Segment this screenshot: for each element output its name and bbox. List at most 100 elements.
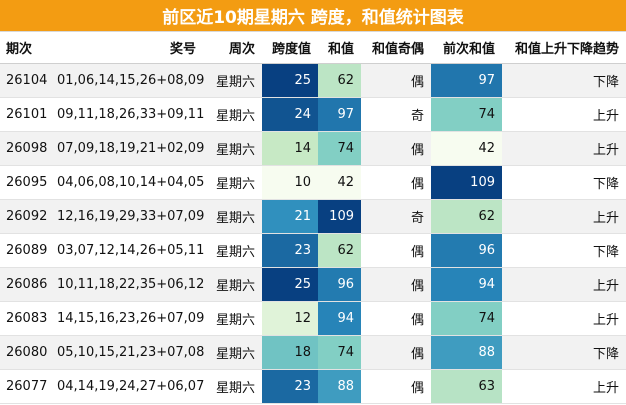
cell-prev-sum: 97 xyxy=(431,63,502,98)
cell-parity: 奇 xyxy=(361,199,431,234)
header-numbers: 奖号 xyxy=(57,31,203,64)
cell-prev-sum: 96 xyxy=(431,233,502,268)
cell-span: 10 xyxy=(262,165,318,200)
cell-sum: 62 xyxy=(318,233,361,268)
cell-sum: 74 xyxy=(318,335,361,370)
cell-weekday: 星期六 xyxy=(203,301,262,336)
cell-issue: 26101 xyxy=(0,97,57,132)
cell-weekday: 星期六 xyxy=(203,369,262,404)
cell-sum: 74 xyxy=(318,131,361,166)
cell-prev-sum: 42 xyxy=(431,131,502,166)
chart-title: 前区近10期星期六 跨度，和值统计图表 xyxy=(0,0,626,32)
cell-issue: 26095 xyxy=(0,165,57,200)
cell-numbers: 01,06,14,15,26+08,09 xyxy=(57,63,204,98)
cell-parity: 偶 xyxy=(361,267,431,302)
cell-numbers: 04,14,19,24,27+06,07 xyxy=(57,369,204,404)
cell-weekday: 星期六 xyxy=(203,335,262,370)
cell-sum: 62 xyxy=(318,63,361,98)
table-row: 26092 12,16,19,29,33+07,09 星期六 21 109 奇 62 上升 xyxy=(0,199,626,234)
cell-trend: 上升 xyxy=(502,97,626,132)
cell-span: 21 xyxy=(262,199,318,234)
header-issue: 期次 xyxy=(0,31,57,64)
cell-trend: 上升 xyxy=(502,267,626,302)
cell-span: 23 xyxy=(262,233,318,268)
cell-numbers: 04,06,08,10,14+04,05 xyxy=(57,165,204,200)
table-header-row: 期次 奖号 周次 跨度值 和值 和值奇偶 前次和值 和值上升下降趋势 xyxy=(0,31,626,64)
cell-numbers: 07,09,18,19,21+02,09 xyxy=(57,131,204,166)
cell-trend: 上升 xyxy=(502,369,626,404)
cell-span: 25 xyxy=(262,63,318,98)
cell-sum: 96 xyxy=(318,267,361,302)
cell-sum: 94 xyxy=(318,301,361,336)
cell-issue: 26086 xyxy=(0,267,57,302)
cell-sum: 109 xyxy=(318,199,361,234)
header-sum: 和值 xyxy=(318,31,361,64)
cell-parity: 偶 xyxy=(361,233,431,268)
cell-issue: 26089 xyxy=(0,233,57,268)
cell-prev-sum: 62 xyxy=(431,199,502,234)
table-row: 26077 04,14,19,24,27+06,07 星期六 23 88 偶 63 上升 xyxy=(0,369,626,404)
cell-issue: 26083 xyxy=(0,301,57,336)
cell-trend: 下降 xyxy=(502,165,626,200)
cell-numbers: 03,07,12,14,26+05,11 xyxy=(57,233,204,268)
cell-span: 14 xyxy=(262,131,318,166)
header-prev-sum: 前次和值 xyxy=(431,31,502,64)
cell-issue: 26098 xyxy=(0,131,57,166)
cell-weekday: 星期六 xyxy=(203,267,262,302)
cell-parity: 偶 xyxy=(361,369,431,404)
cell-trend: 上升 xyxy=(502,301,626,336)
cell-span: 24 xyxy=(262,97,318,132)
cell-numbers: 05,10,15,21,23+07,08 xyxy=(57,335,204,370)
cell-sum: 97 xyxy=(318,97,361,132)
cell-weekday: 星期六 xyxy=(203,63,262,98)
cell-prev-sum: 74 xyxy=(431,301,502,336)
cell-weekday: 星期六 xyxy=(203,165,262,200)
cell-weekday: 星期六 xyxy=(203,199,262,234)
header-weekday: 周次 xyxy=(203,31,262,64)
table-row: 26104 01,06,14,15,26+08,09 星期六 25 62 偶 97 下降 xyxy=(0,63,626,98)
cell-parity: 偶 xyxy=(361,165,431,200)
cell-parity: 偶 xyxy=(361,63,431,98)
cell-numbers: 12,16,19,29,33+07,09 xyxy=(57,199,204,234)
cell-numbers: 14,15,16,23,26+07,09 xyxy=(57,301,204,336)
header-parity: 和值奇偶 xyxy=(361,31,431,64)
cell-trend: 上升 xyxy=(502,199,626,234)
cell-prev-sum: 94 xyxy=(431,267,502,302)
cell-span: 12 xyxy=(262,301,318,336)
table-row: 26086 10,11,18,22,35+06,12 星期六 25 96 偶 94 上升 xyxy=(0,267,626,302)
table-row: 26095 04,06,08,10,14+04,05 星期六 10 42 偶 109 下降 xyxy=(0,165,626,200)
cell-numbers: 10,11,18,22,35+06,12 xyxy=(57,267,204,302)
header-span: 跨度值 xyxy=(262,31,318,64)
table-body: 26104 01,06,14,15,26+08,09 星期六 25 62 偶 97 下降 261… xyxy=(0,63,626,404)
header-trend: 和值上升下降趋势 xyxy=(502,31,626,64)
cell-parity: 偶 xyxy=(361,335,431,370)
cell-trend: 上升 xyxy=(502,131,626,166)
table-row: 26089 03,07,12,14,26+05,11 星期六 23 62 偶 96 下降 xyxy=(0,233,626,268)
table-row: 26101 09,11,18,26,33+09,11 星期六 24 97 奇 74 上升 xyxy=(0,97,626,132)
cell-prev-sum: 63 xyxy=(431,369,502,404)
cell-span: 25 xyxy=(262,267,318,302)
cell-parity: 奇 xyxy=(361,97,431,132)
table-row: 26098 07,09,18,19,21+02,09 星期六 14 74 偶 42 上升 xyxy=(0,131,626,166)
cell-trend: 下降 xyxy=(502,233,626,268)
cell-prev-sum: 74 xyxy=(431,97,502,132)
cell-weekday: 星期六 xyxy=(203,97,262,132)
cell-numbers: 09,11,18,26,33+09,11 xyxy=(57,97,204,132)
cell-weekday: 星期六 xyxy=(203,131,262,166)
cell-issue: 26080 xyxy=(0,335,57,370)
cell-weekday: 星期六 xyxy=(203,233,262,268)
cell-prev-sum: 88 xyxy=(431,335,502,370)
cell-trend: 下降 xyxy=(502,63,626,98)
cell-issue: 26104 xyxy=(0,63,57,98)
cell-sum: 42 xyxy=(318,165,361,200)
table-row: 26083 14,15,16,23,26+07,09 星期六 12 94 偶 74 上升 xyxy=(0,301,626,336)
cell-parity: 偶 xyxy=(361,301,431,336)
cell-parity: 偶 xyxy=(361,131,431,166)
cell-trend: 下降 xyxy=(502,335,626,370)
cell-span: 23 xyxy=(262,369,318,404)
cell-sum: 88 xyxy=(318,369,361,404)
table-row: 26080 05,10,15,21,23+07,08 星期六 18 74 偶 88 下降 xyxy=(0,335,626,370)
cell-prev-sum: 109 xyxy=(431,165,502,200)
cell-span: 18 xyxy=(262,335,318,370)
